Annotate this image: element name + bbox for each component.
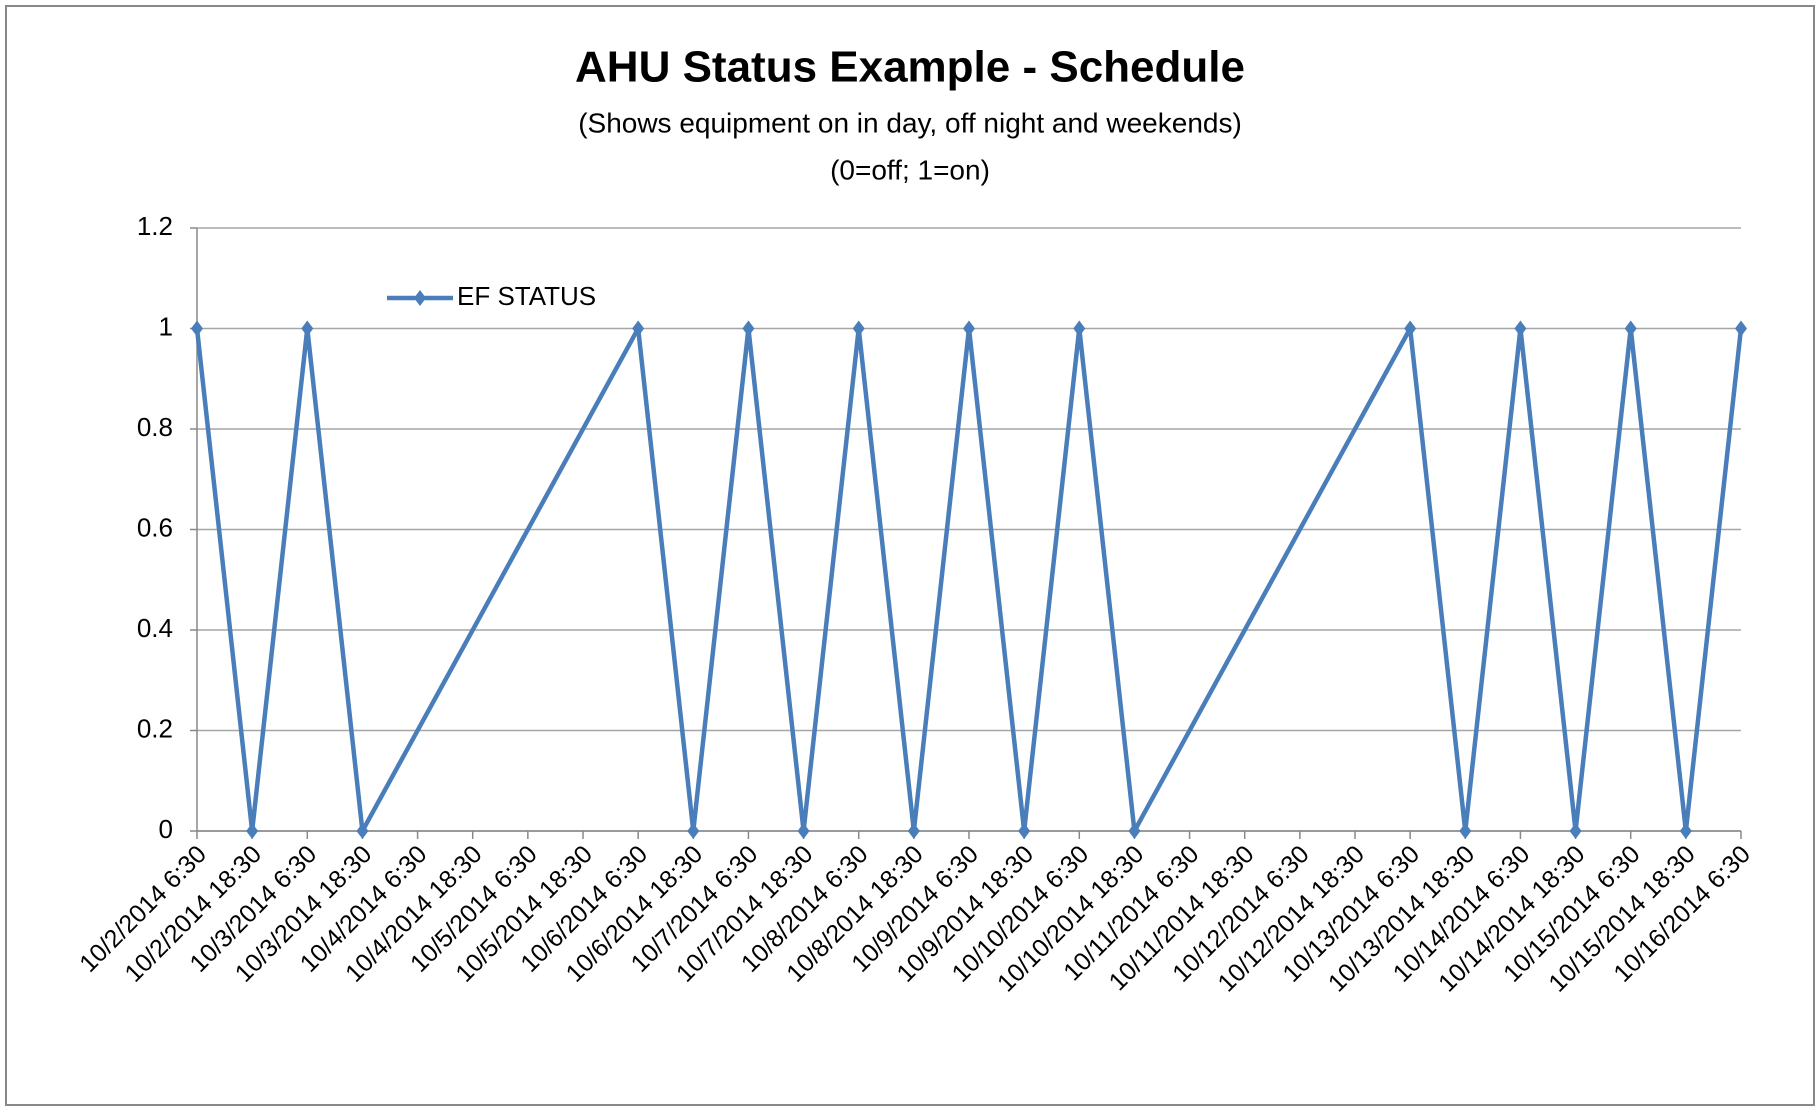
y-tick-label: 0 <box>159 814 173 844</box>
y-tick-label: 0.4 <box>137 613 173 643</box>
marker <box>246 823 259 839</box>
marker <box>1679 823 1692 839</box>
marker <box>907 823 920 839</box>
chart-annotation: (0=off; 1=on) <box>830 154 990 185</box>
marker <box>191 320 203 337</box>
marker <box>1018 823 1031 839</box>
marker <box>852 320 865 337</box>
marker <box>797 823 810 839</box>
marker <box>1459 823 1472 839</box>
y-tick-label: 1 <box>159 311 173 341</box>
chart-frame <box>5 5 1815 1106</box>
legend-label: EF STATUS <box>457 281 596 311</box>
marker <box>1128 823 1141 839</box>
y-tick-label: 1.2 <box>137 211 173 241</box>
marker <box>356 823 369 839</box>
marker <box>742 320 755 337</box>
marker <box>963 320 975 337</box>
legend-marker <box>414 290 426 306</box>
chart-subtitle: (Shows equipment on in day, off night an… <box>578 107 1242 138</box>
marker <box>1735 320 1747 337</box>
marker <box>1073 320 1086 337</box>
marker <box>1569 823 1582 839</box>
marker <box>1514 320 1527 337</box>
marker <box>687 823 700 839</box>
y-tick-label: 0.8 <box>137 412 173 442</box>
y-tick-label: 0.2 <box>137 713 173 743</box>
chart-title: AHU Status Example - Schedule <box>575 43 1245 92</box>
marker <box>1404 320 1417 337</box>
marker <box>632 320 645 337</box>
marker <box>301 320 314 337</box>
y-tick-label: 0.6 <box>137 512 173 542</box>
marker <box>1624 320 1637 337</box>
